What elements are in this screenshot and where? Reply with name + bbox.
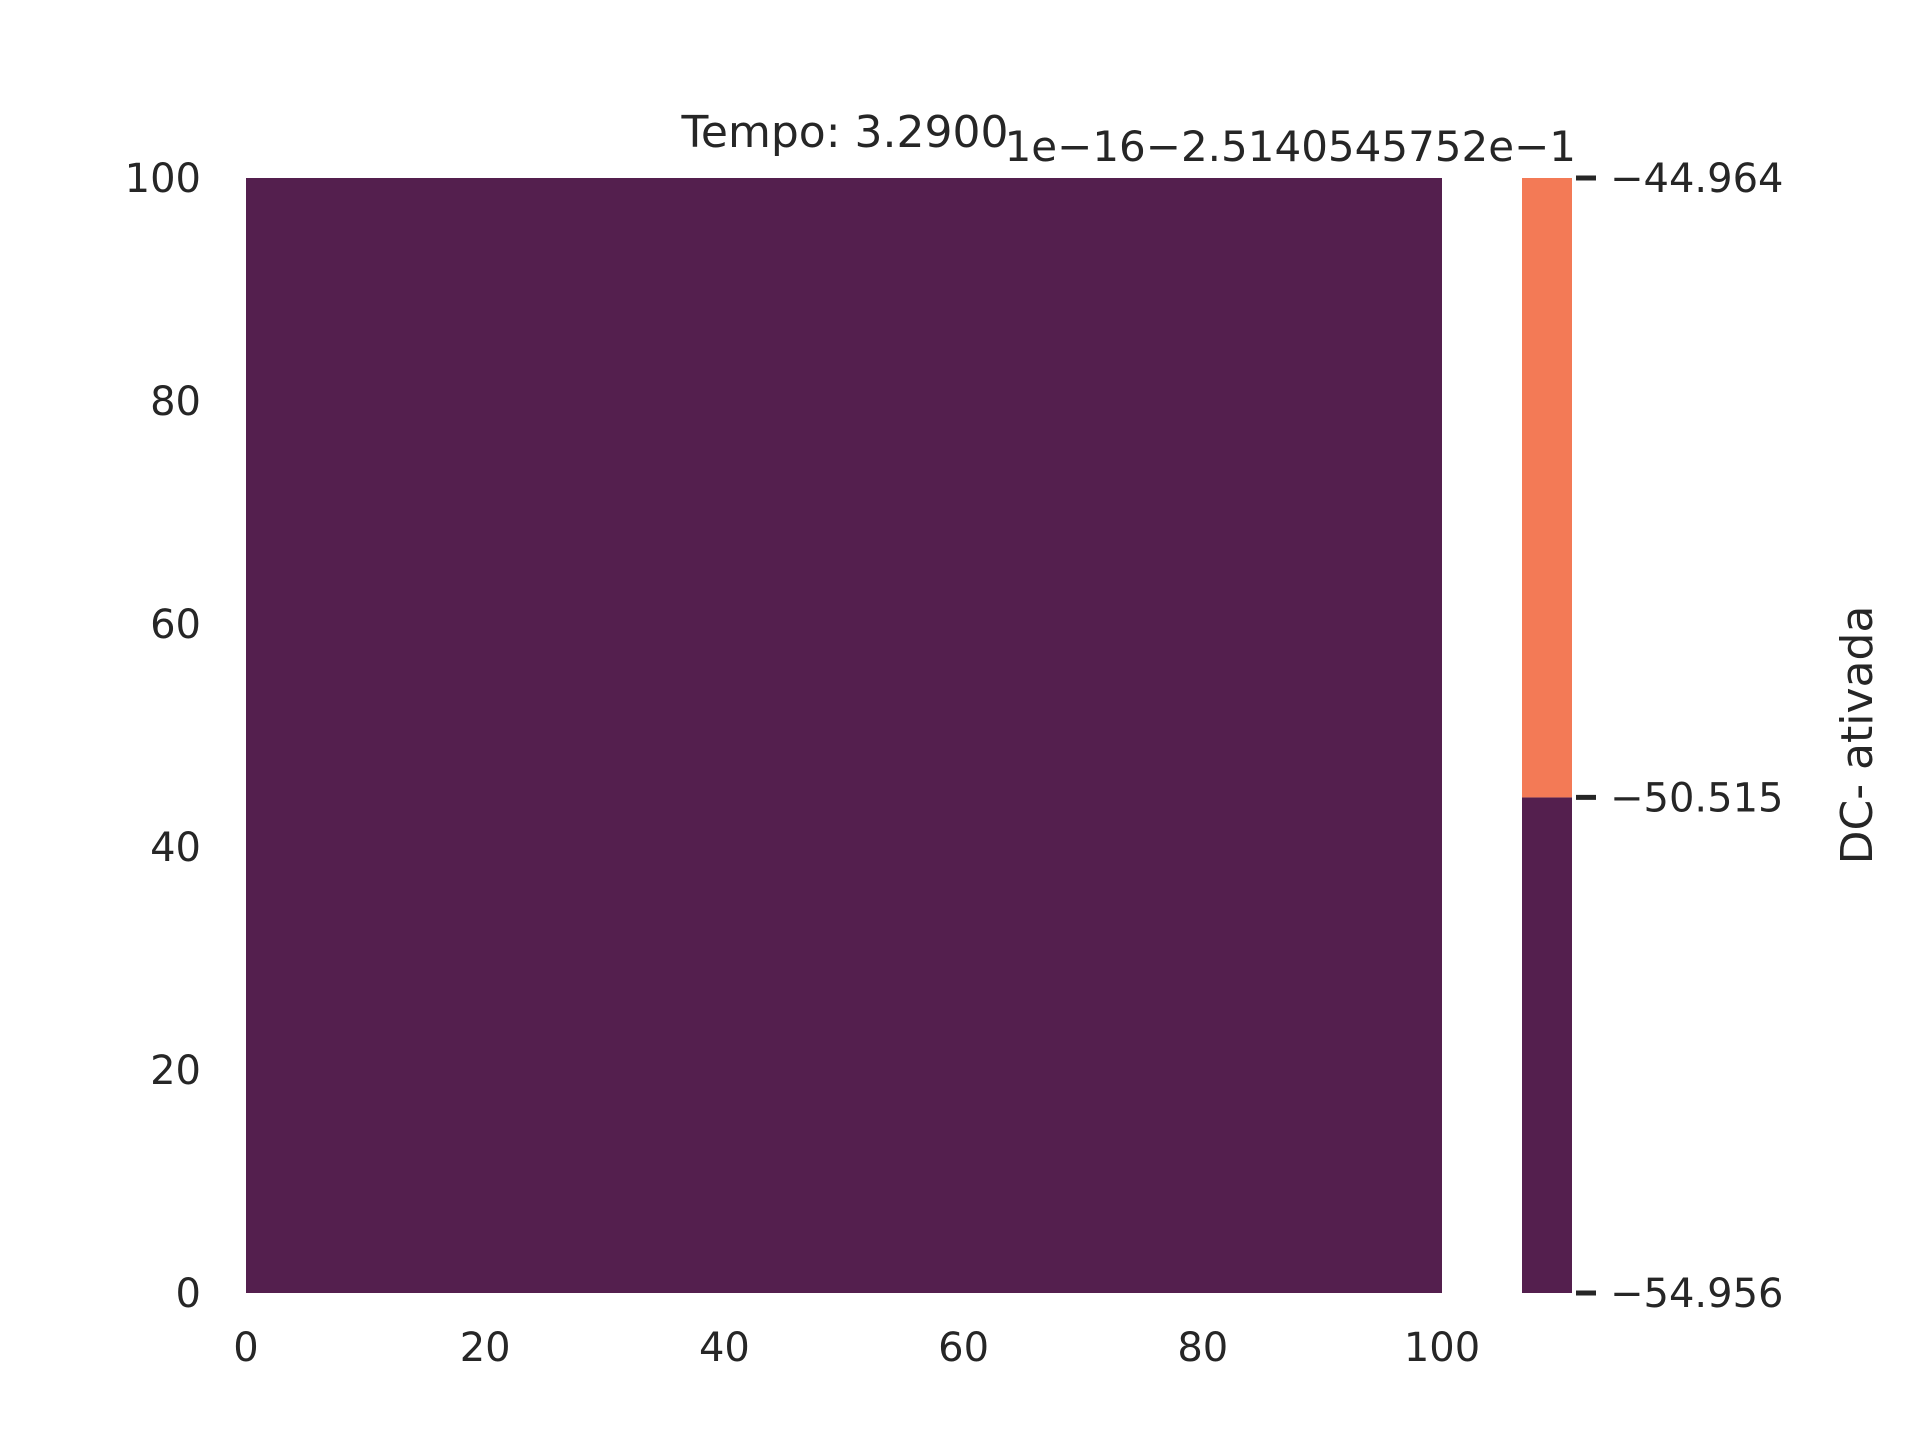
y-tick-label: 60 — [150, 602, 201, 648]
x-tick-label: 60 — [938, 1325, 989, 1371]
colorbar-tick-label: −54.956 — [1610, 1271, 1783, 1317]
colorbar-segment — [1522, 797, 1572, 1293]
y-axis-ticks: 0 20 40 60 80 100 — [125, 156, 201, 1317]
x-tick-label: 80 — [1177, 1325, 1228, 1371]
colorbar-segment — [1522, 178, 1572, 798]
colorbar — [1522, 178, 1572, 1293]
x-axis-ticks: 0 20 40 60 80 100 — [233, 1325, 1480, 1371]
y-tick-label: 0 — [176, 1271, 201, 1317]
x-tick-label: 100 — [1404, 1325, 1480, 1371]
x-tick-label: 40 — [699, 1325, 750, 1371]
colorbar-tick-label: −44.964 — [1610, 156, 1783, 202]
y-tick-label: 40 — [150, 825, 201, 871]
x-tick-label: 20 — [460, 1325, 511, 1371]
chart-title: Tempo: 3.2900 — [681, 107, 1009, 158]
y-tick-label: 20 — [150, 1048, 201, 1094]
x-tick-label: 0 — [233, 1325, 258, 1371]
colorbar-offset-text: 1e−16−2.5140545752e−1 — [1005, 122, 1576, 171]
y-tick-label: 100 — [125, 156, 201, 202]
y-tick-label: 80 — [150, 379, 201, 425]
heatmap-field — [246, 178, 1442, 1293]
colorbar-tick-label: −50.515 — [1610, 775, 1783, 821]
colorbar-ticks: −44.964 −50.515 −54.956 — [1576, 156, 1783, 1317]
colorbar-label: DC- ativada — [1832, 606, 1883, 865]
